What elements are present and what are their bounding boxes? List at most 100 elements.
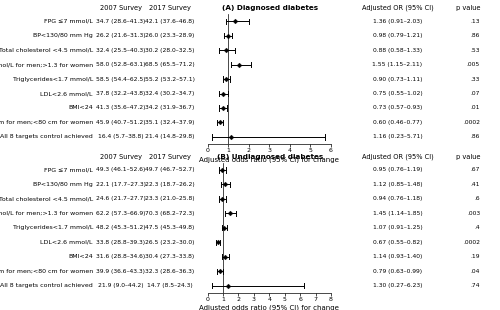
Text: 55.2 (53.2–57.1): 55.2 (53.2–57.1) [145,77,195,82]
Text: 1.45 (1.14–1.85): 1.45 (1.14–1.85) [372,211,422,216]
Text: 33.8 (28.8–39.3): 33.8 (28.8–39.3) [96,240,146,245]
Text: 34.2 (31.9–36.7): 34.2 (31.9–36.7) [146,105,194,110]
Text: 0.88 (0.58–1.33): 0.88 (0.58–1.33) [373,48,422,53]
Text: .04: .04 [470,269,480,274]
Text: BMI<24: BMI<24 [68,254,93,259]
Text: LDL<2.6 mmol/L: LDL<2.6 mmol/L [40,240,93,245]
Text: 35.1 (32.4–37.9): 35.1 (32.4–37.9) [145,120,195,125]
Text: (B) Undiagnosed diabetes: (B) Undiagnosed diabetes [217,154,323,160]
Text: WC<90 cm for men;<80 cm for women: WC<90 cm for men;<80 cm for women [0,120,93,125]
Text: 0.60 (0.46–0.77): 0.60 (0.46–0.77) [373,120,422,125]
Text: 22.3 (18.7–26.2): 22.3 (18.7–26.2) [145,182,195,187]
Text: 48.2 (45.3–51.2): 48.2 (45.3–51.2) [96,225,146,230]
Text: BP<130/80 mm Hg: BP<130/80 mm Hg [33,182,93,187]
Text: HDL>1.0 mmol/L for men;>1.3 for women: HDL>1.0 mmol/L for men;>1.3 for women [0,62,93,67]
Text: 1.55 (1.15–2.11): 1.55 (1.15–2.11) [372,62,422,67]
Text: BP<130/80 mm Hg: BP<130/80 mm Hg [33,33,93,38]
Text: 39.9 (36.6–43.3): 39.9 (36.6–43.3) [96,269,146,274]
Text: 1.12 (0.85–1.48): 1.12 (0.85–1.48) [372,182,422,187]
Text: Total cholesterol <4.5 mmol/L: Total cholesterol <4.5 mmol/L [0,48,93,53]
Text: p value: p value [456,154,480,160]
Text: 37.8 (32.2–43.8): 37.8 (32.2–43.8) [96,91,146,96]
Text: Adjusted OR (95% CI): Adjusted OR (95% CI) [362,154,434,160]
Text: p value: p value [456,6,480,11]
Text: Adjusted OR (95% CI): Adjusted OR (95% CI) [362,5,434,11]
Text: .07: .07 [470,91,480,96]
Text: .41: .41 [470,182,480,187]
Text: 70.3 (68.2–72.3): 70.3 (68.2–72.3) [145,211,195,216]
Text: 22.1 (17.7–27.3): 22.1 (17.7–27.3) [96,182,146,187]
Text: .005: .005 [467,62,480,67]
X-axis label: Adjusted odds ratio (95% CI) for change: Adjusted odds ratio (95% CI) for change [200,156,339,162]
Text: 2007 Survey: 2007 Survey [100,6,142,11]
Text: All 8 targets control achieved: All 8 targets control achieved [0,135,93,140]
Text: 62.2 (57.3–66.9): 62.2 (57.3–66.9) [96,211,146,216]
Text: 68.5 (65.5–71.2): 68.5 (65.5–71.2) [145,62,195,67]
Text: 14.7 (8.5–24.3): 14.7 (8.5–24.3) [147,283,193,288]
Text: .0002: .0002 [463,120,480,125]
Text: .33: .33 [470,77,480,82]
Text: 24.6 (21.7–27.7): 24.6 (21.7–27.7) [96,197,146,202]
Text: .6: .6 [474,197,480,202]
Text: 1.14 (0.93–1.40): 1.14 (0.93–1.40) [373,254,422,259]
Text: 26.5 (23.2–30.0): 26.5 (23.2–30.0) [145,240,195,245]
Text: 1.36 (0.91–2.03): 1.36 (0.91–2.03) [373,19,422,24]
X-axis label: Adjusted odds ratio (95% CI) for change: Adjusted odds ratio (95% CI) for change [200,305,339,310]
Text: 0.90 (0.73–1.11): 0.90 (0.73–1.11) [373,77,422,82]
Text: 26.0 (23.3–28.9): 26.0 (23.3–28.9) [146,33,194,38]
Text: .86: .86 [470,33,480,38]
Text: BMI<24: BMI<24 [68,105,93,110]
Text: 49.3 (46.1–52.6): 49.3 (46.1–52.6) [96,167,146,172]
Text: FPG ≤7 mmol/L: FPG ≤7 mmol/L [44,19,93,24]
Text: HDL>1.0 mmol/L for men;>1.3 for women: HDL>1.0 mmol/L for men;>1.3 for women [0,211,93,216]
Text: 0.95 (0.76–1.19): 0.95 (0.76–1.19) [373,167,422,172]
Text: 16.4 (5.7–38.8): 16.4 (5.7–38.8) [98,135,144,140]
Text: 41.3 (35.6–47.2): 41.3 (35.6–47.2) [96,105,146,110]
Text: 34.7 (28.6–41.3): 34.7 (28.6–41.3) [96,19,146,24]
Text: .0002: .0002 [463,240,480,245]
Text: All 8 targets control achieved: All 8 targets control achieved [0,283,93,288]
Text: 58.5 (54.4–62.5): 58.5 (54.4–62.5) [96,77,146,82]
Text: 49.7 (46.7–52.7): 49.7 (46.7–52.7) [145,167,195,172]
Text: .53: .53 [470,48,480,53]
Text: Triglycerides<1.7 mmol/L: Triglycerides<1.7 mmol/L [12,77,93,82]
Text: .86: .86 [470,135,480,140]
Text: 30.4 (27.3–33.8): 30.4 (27.3–33.8) [146,254,194,259]
Text: .67: .67 [470,167,480,172]
Text: .01: .01 [470,105,480,110]
Text: WC<90 cm for men;<80 cm for women: WC<90 cm for men;<80 cm for women [0,269,93,274]
Text: Total cholesterol <4.5 mmol/L: Total cholesterol <4.5 mmol/L [0,197,93,202]
Text: 26.2 (21.6–31.3): 26.2 (21.6–31.3) [96,33,146,38]
Text: 2007 Survey: 2007 Survey [100,154,142,160]
Text: .4: .4 [474,225,480,230]
Text: 30.2 (28.0–32.5): 30.2 (28.0–32.5) [145,48,195,53]
Text: 45.9 (40.7–51.2): 45.9 (40.7–51.2) [96,120,146,125]
Text: .19: .19 [470,254,480,259]
Text: FPG ≤7 mmol/L: FPG ≤7 mmol/L [44,167,93,172]
Text: (A) Diagnosed diabetes: (A) Diagnosed diabetes [222,6,318,11]
Text: 2017 Survey: 2017 Survey [149,154,191,160]
Text: 47.5 (45.3–49.8): 47.5 (45.3–49.8) [146,225,194,230]
Text: Triglycerides<1.7 mmol/L: Triglycerides<1.7 mmol/L [12,225,93,230]
Text: 32.4 (25.5–40.3): 32.4 (25.5–40.3) [96,48,146,53]
Text: 21.9 (9.0–44.2): 21.9 (9.0–44.2) [98,283,144,288]
Text: 31.6 (28.8–34.6): 31.6 (28.8–34.6) [96,254,146,259]
Text: 32.4 (30.2–34.7): 32.4 (30.2–34.7) [146,91,194,96]
Text: 1.30 (0.27–6.23): 1.30 (0.27–6.23) [373,283,422,288]
Text: 58.0 (52.8–63.1): 58.0 (52.8–63.1) [96,62,146,67]
Text: .13: .13 [470,19,480,24]
Text: 42.1 (37.6–46.8): 42.1 (37.6–46.8) [146,19,194,24]
Text: 32.3 (28.6–36.3): 32.3 (28.6–36.3) [146,269,194,274]
Text: .74: .74 [470,283,480,288]
Text: 21.4 (14.8–29.8): 21.4 (14.8–29.8) [145,135,195,140]
Text: 0.98 (0.79–1.21): 0.98 (0.79–1.21) [373,33,422,38]
Text: 1.16 (0.23–5.71): 1.16 (0.23–5.71) [372,135,422,140]
Text: 0.79 (0.63–0.99): 0.79 (0.63–0.99) [373,269,422,274]
Text: .003: .003 [467,211,480,216]
Text: 23.3 (21.0–25.8): 23.3 (21.0–25.8) [145,197,195,202]
Text: 0.94 (0.76–1.18): 0.94 (0.76–1.18) [373,197,422,202]
Text: LDL<2.6 mmol/L: LDL<2.6 mmol/L [40,91,93,96]
Text: 2017 Survey: 2017 Survey [149,6,191,11]
Text: 0.67 (0.55–0.82): 0.67 (0.55–0.82) [373,240,422,245]
Text: 1.07 (0.91–1.25): 1.07 (0.91–1.25) [372,225,422,230]
